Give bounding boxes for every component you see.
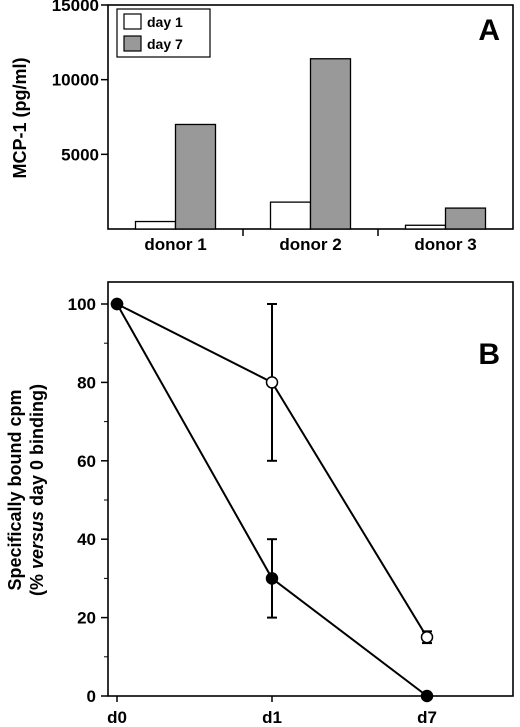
panel-b-x-axis: d0 d1 d7: [107, 696, 437, 727]
bar-day-1-donor-3: [404, 224, 447, 230]
panel-a-letter: A: [478, 14, 500, 47]
legend-swatch-day-1: [123, 13, 142, 30]
panel-a-bars: [134, 58, 487, 230]
panel-b-y-axis: 0 20 40 60 80 100: [68, 295, 108, 706]
panel-a-y-axis: 5000 10000 15000: [52, 0, 108, 164]
y-tick-label: 100: [68, 295, 96, 314]
bar-day-7-donor-3: [444, 207, 487, 230]
panel-b-letter: B: [478, 338, 500, 371]
y-tick-label: 60: [77, 452, 96, 471]
data-point-open-circle: [265, 376, 279, 389]
panel-a-legend: day 1 day 7: [116, 8, 211, 58]
y-tick-label: 15000: [52, 0, 99, 15]
y-tick-label: 20: [77, 609, 96, 628]
data-point-filled-circle: [110, 297, 124, 311]
bar-day-7-donor-1: [174, 123, 217, 230]
x-tick-label: donor 1: [144, 235, 206, 254]
panel-b-y-axis-label-line1: Specifically bound cpm: [5, 389, 25, 590]
legend-swatch-day-7: [123, 35, 142, 52]
panel-a-x-axis: donor 1 donor 2 donor 3: [144, 229, 477, 254]
legend-label-day-1: day 1: [147, 14, 183, 30]
y-tick-label: 40: [77, 530, 96, 549]
data-point-open-circle: [420, 630, 434, 644]
bar-day-1-donor-1: [134, 220, 177, 230]
x-tick-label: donor 2: [279, 235, 341, 254]
panel-a: 5000 10000 15000 donor 1 donor 2 donor 3 MCP…: [10, 0, 514, 254]
y-tick-label: 5000: [61, 145, 99, 164]
panel-b-y-axis-label-line2: (% versus day 0 binding): [27, 384, 47, 596]
data-point-filled-circle: [420, 689, 434, 703]
panel-b-frame: [107, 281, 514, 697]
panel-a-y-axis-label: MCP-1 (pg/ml): [10, 58, 30, 179]
y-tick-label: 80: [77, 373, 96, 392]
x-tick-label: d7: [417, 708, 437, 727]
panel-b-series: [110, 297, 434, 703]
x-tick-label: d0: [107, 708, 127, 727]
bar-day-7-donor-2: [309, 58, 352, 230]
y-tick-label: 10000: [52, 71, 99, 90]
bar-day-1-donor-2: [269, 201, 312, 230]
data-point-filled-circle: [265, 572, 279, 585]
y-tick-label: 0: [87, 687, 96, 706]
x-tick-label: donor 3: [414, 235, 476, 254]
x-tick-label: d1: [262, 708, 282, 727]
legend-label-day-7: day 7: [147, 36, 183, 52]
panel-b: 0 20 40 60 80 100 d0 d1 d7 Specifically bound c…: [5, 281, 514, 727]
